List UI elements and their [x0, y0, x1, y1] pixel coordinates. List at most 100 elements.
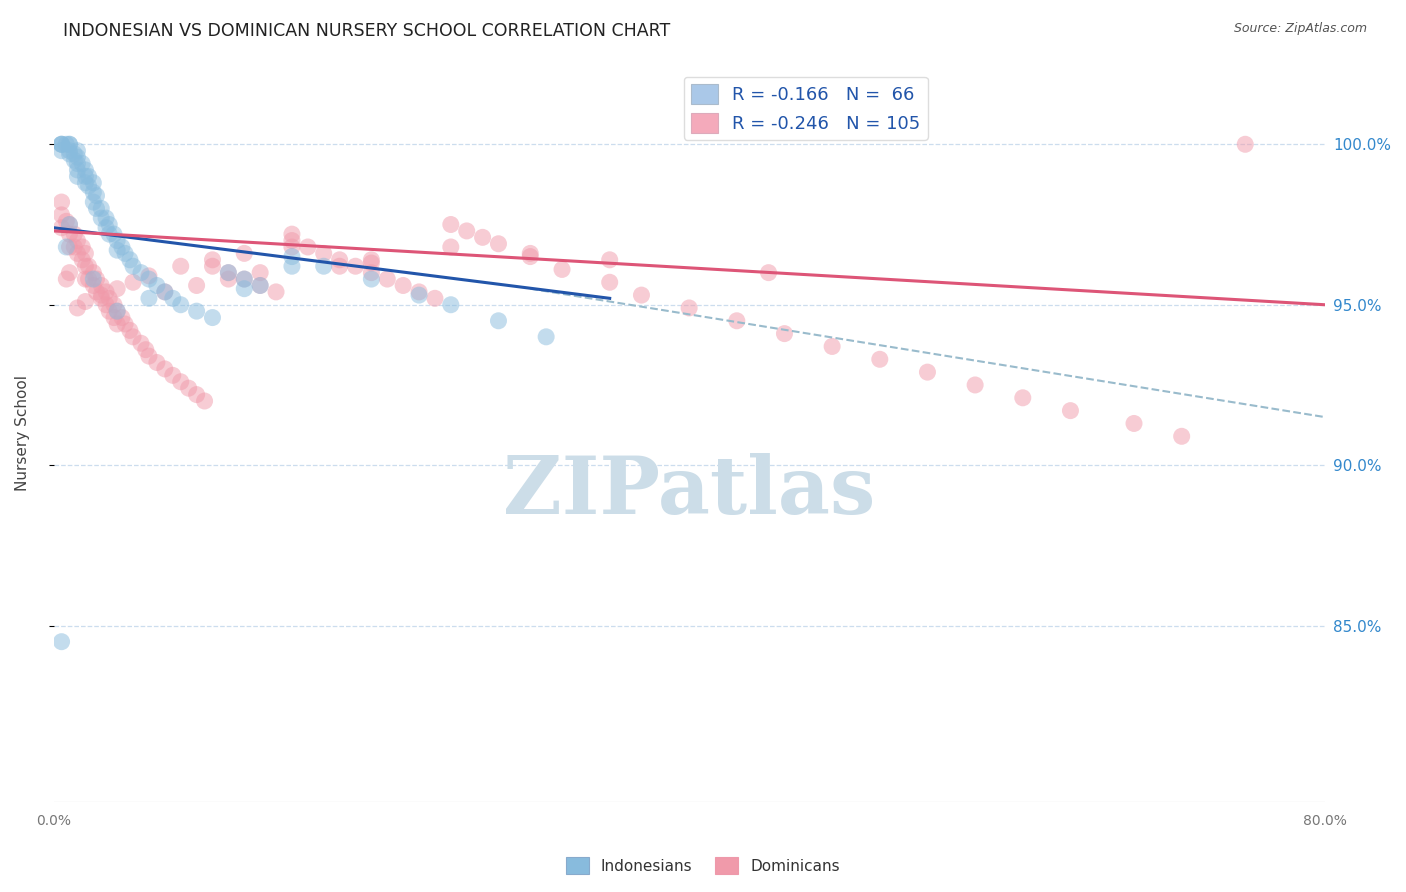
Point — [917, 365, 939, 379]
Point — [146, 278, 169, 293]
Point — [488, 236, 510, 251]
Point — [98, 227, 121, 241]
Point — [725, 314, 748, 328]
Point — [114, 246, 136, 260]
Legend: R = -0.166   N =  66, R = -0.246   N = 105: R = -0.166 N = 66, R = -0.246 N = 105 — [683, 77, 928, 140]
Point — [75, 294, 97, 309]
Point — [821, 339, 844, 353]
Point — [90, 291, 112, 305]
Point — [66, 144, 89, 158]
Point — [77, 179, 100, 194]
Point — [66, 169, 89, 184]
Point — [55, 137, 77, 152]
Point — [86, 202, 108, 216]
Point — [98, 291, 121, 305]
Point — [758, 266, 780, 280]
Point — [122, 275, 145, 289]
Point — [630, 288, 652, 302]
Point — [193, 394, 215, 409]
Point — [281, 250, 304, 264]
Point — [153, 285, 176, 299]
Point — [201, 252, 224, 267]
Point — [105, 304, 128, 318]
Point — [249, 266, 271, 280]
Point — [329, 252, 352, 267]
Point — [177, 381, 200, 395]
Point — [66, 150, 89, 164]
Point — [329, 259, 352, 273]
Point — [82, 186, 104, 200]
Point — [82, 195, 104, 210]
Point — [66, 246, 89, 260]
Point — [51, 634, 73, 648]
Point — [105, 243, 128, 257]
Point — [519, 250, 541, 264]
Point — [534, 330, 557, 344]
Point — [70, 252, 93, 267]
Point — [55, 214, 77, 228]
Point — [98, 304, 121, 318]
Point — [440, 218, 463, 232]
Point — [75, 246, 97, 260]
Point — [1011, 391, 1033, 405]
Point — [55, 240, 77, 254]
Point — [70, 240, 93, 254]
Point — [82, 176, 104, 190]
Point — [51, 137, 73, 152]
Point — [63, 153, 86, 168]
Legend: Indonesians, Dominicans: Indonesians, Dominicans — [560, 851, 846, 880]
Text: INDONESIAN VS DOMINICAN NURSERY SCHOOL CORRELATION CHART: INDONESIAN VS DOMINICAN NURSERY SCHOOL C… — [63, 22, 671, 40]
Point — [217, 266, 239, 280]
Point — [153, 362, 176, 376]
Point — [90, 278, 112, 293]
Point — [58, 266, 80, 280]
Point — [201, 310, 224, 325]
Point — [138, 272, 160, 286]
Point — [344, 259, 367, 273]
Point — [153, 285, 176, 299]
Point — [249, 278, 271, 293]
Point — [51, 195, 73, 210]
Point — [965, 378, 987, 392]
Point — [66, 301, 89, 315]
Point — [249, 278, 271, 293]
Point — [90, 288, 112, 302]
Point — [77, 259, 100, 273]
Point — [58, 144, 80, 158]
Point — [58, 218, 80, 232]
Point — [162, 291, 184, 305]
Point — [63, 227, 86, 241]
Point — [281, 227, 304, 241]
Point — [70, 156, 93, 170]
Point — [63, 240, 86, 254]
Point — [440, 298, 463, 312]
Point — [170, 298, 193, 312]
Point — [1170, 429, 1192, 443]
Point — [1059, 403, 1081, 417]
Point — [58, 147, 80, 161]
Point — [105, 282, 128, 296]
Point — [170, 259, 193, 273]
Point — [66, 163, 89, 178]
Point — [51, 137, 73, 152]
Point — [360, 252, 382, 267]
Point — [58, 240, 80, 254]
Point — [170, 375, 193, 389]
Point — [86, 188, 108, 202]
Point — [488, 314, 510, 328]
Point — [135, 343, 157, 357]
Point — [77, 272, 100, 286]
Point — [75, 259, 97, 273]
Point — [162, 368, 184, 383]
Point — [312, 259, 335, 273]
Point — [233, 272, 256, 286]
Point — [423, 291, 446, 305]
Point — [360, 272, 382, 286]
Point — [58, 218, 80, 232]
Point — [471, 230, 494, 244]
Point — [146, 355, 169, 369]
Point — [201, 259, 224, 273]
Point — [264, 285, 287, 299]
Point — [551, 262, 574, 277]
Point — [118, 252, 141, 267]
